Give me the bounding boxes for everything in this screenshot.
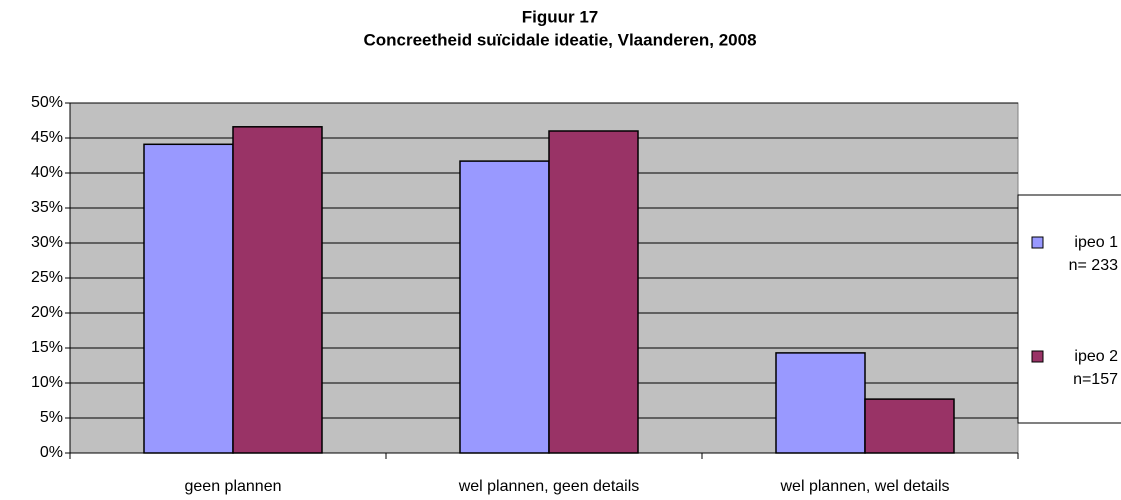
bar	[548, 130, 639, 454]
bar	[864, 398, 955, 454]
y-tick-label: 40%	[31, 164, 63, 181]
legend-label: ipeo 1 n= 233	[1069, 234, 1118, 274]
legend-label: ipeo 2 n=157	[1073, 348, 1118, 388]
legend-box	[1017, 194, 1121, 424]
chart-subtitle: Concreetheid suïcidale ideatie, Vlaander…	[363, 30, 756, 49]
bar	[775, 352, 866, 454]
x-tick-label: wel plannen, wel details	[780, 478, 950, 495]
y-tick-label: 5%	[40, 409, 63, 426]
legend-swatch	[1031, 350, 1044, 363]
y-tick-label: 50%	[31, 94, 63, 111]
x-tick-label: wel plannen, geen details	[458, 478, 640, 495]
y-tick-label: 25%	[31, 269, 63, 286]
y-tick-label: 20%	[31, 304, 63, 321]
y-tick-label: 0%	[40, 444, 63, 461]
y-tick-label: 10%	[31, 374, 63, 391]
bar	[459, 160, 550, 454]
y-tick-label: 15%	[31, 339, 63, 356]
y-tick-label: 35%	[31, 199, 63, 216]
bar	[143, 143, 234, 454]
chart-title: Figuur 17	[522, 7, 599, 26]
x-tick-label: geen plannen	[185, 478, 282, 495]
legend-swatch	[1031, 236, 1044, 249]
y-tick-label: 30%	[31, 234, 63, 251]
y-tick-label: 45%	[31, 129, 63, 146]
bar	[232, 126, 323, 454]
